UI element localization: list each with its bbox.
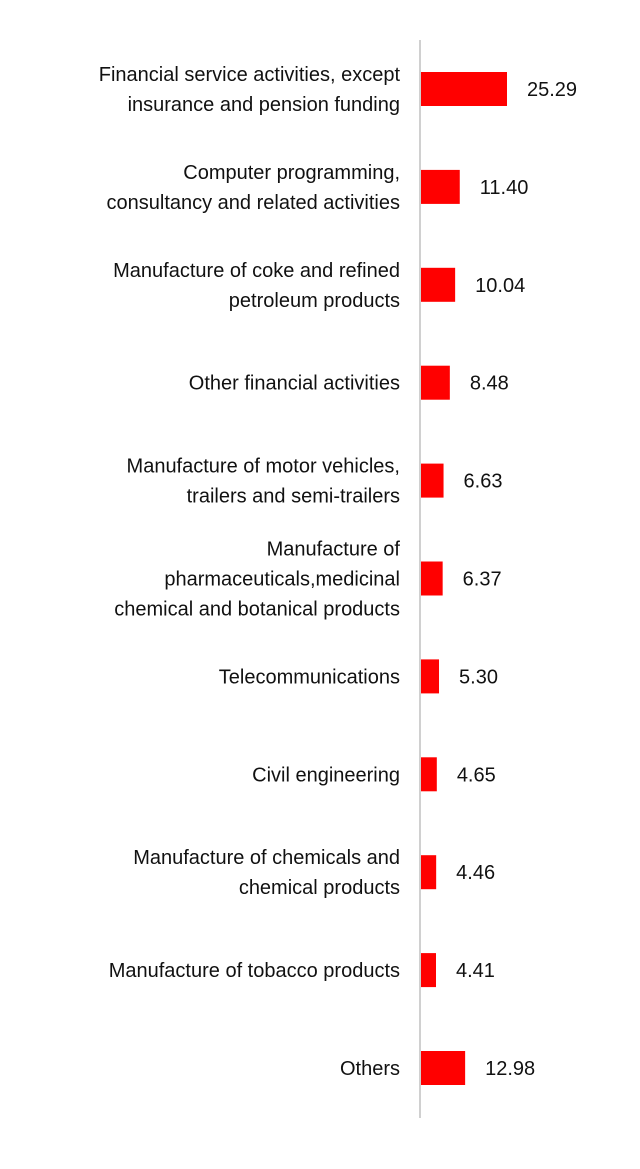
- category-label: Manufacture of motor vehicles,: [127, 456, 400, 478]
- category-label: chemical products: [239, 877, 400, 899]
- value-label: 11.40: [480, 177, 529, 199]
- bar: [421, 169, 460, 204]
- value-label: 4.46: [456, 862, 495, 884]
- bar: [421, 659, 440, 694]
- value-label: 6.37: [463, 569, 502, 591]
- value-label: 12.98: [485, 1058, 535, 1080]
- bar: [421, 463, 444, 498]
- bar: [421, 953, 436, 988]
- category-label: Manufacture of coke and refined: [113, 260, 400, 282]
- value-label: 5.30: [459, 666, 498, 688]
- category-label: chemical and botanical products: [114, 599, 400, 621]
- category-label: Telecommunications: [219, 666, 400, 688]
- value-label: 6.63: [464, 471, 503, 493]
- bar: [421, 72, 507, 106]
- value-label: 4.65: [457, 764, 496, 786]
- bar: [421, 561, 443, 596]
- category-label: Financial service activities, except: [99, 64, 401, 86]
- bar: [421, 757, 437, 792]
- value-label: 8.48: [470, 373, 509, 395]
- bars: [421, 72, 507, 1085]
- value-label: 10.04: [475, 275, 525, 297]
- category-labels: Financial service activities, except insu…: [99, 64, 401, 1080]
- category-label: Others: [340, 1058, 400, 1080]
- bar: [421, 267, 456, 302]
- category-label: pharmaceuticals,medicinal: [164, 569, 400, 591]
- bar: [421, 365, 450, 400]
- bar: [421, 1051, 466, 1085]
- category-label: Manufacture of tobacco products: [109, 960, 400, 982]
- bar: [421, 855, 437, 890]
- category-label: consultancy and related activities: [107, 192, 401, 214]
- category-label: Manufacture of chemicals and: [133, 847, 400, 869]
- category-label: insurance and pension funding: [128, 94, 400, 116]
- category-label: Other financial activities: [189, 373, 400, 395]
- category-label: Civil engineering: [252, 764, 400, 786]
- category-label: Manufacture of: [267, 539, 401, 561]
- category-label: petroleum products: [229, 290, 400, 312]
- category-label: Computer programming,: [183, 162, 400, 184]
- value-labels: 25.29 11.40 10.04 8.48 6.63 6.37 5.30 4.65 4.46 4…: [456, 79, 577, 1080]
- value-label: 25.29: [527, 79, 577, 101]
- category-label: trailers and semi-trailers: [187, 486, 400, 508]
- value-label: 4.41: [456, 960, 495, 982]
